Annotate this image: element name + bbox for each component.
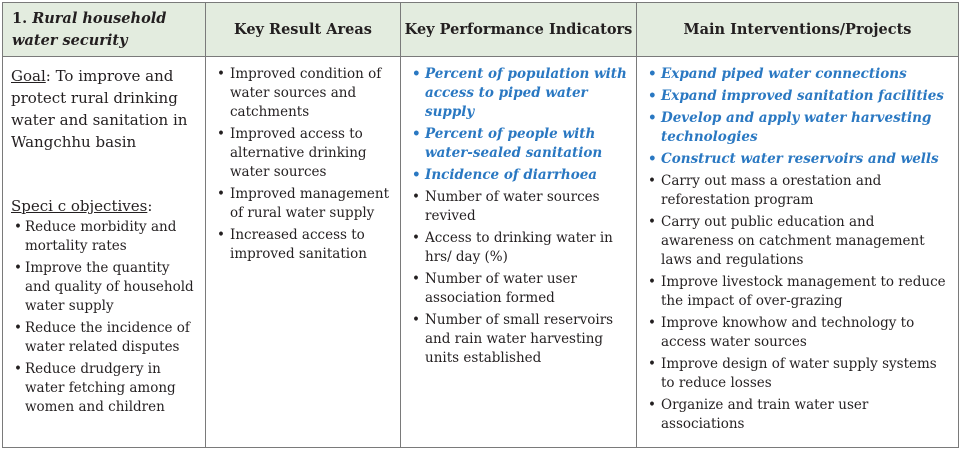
- list-item: Reduce the incidence of water related di…: [11, 319, 197, 357]
- key-result-areas-cell: Improved condition of water sources and …: [205, 56, 401, 448]
- goal-text: : To improve and protect rural drinking …: [11, 67, 188, 151]
- list-item: Improved condition of water sources and …: [214, 65, 392, 122]
- specific-objectives-heading: Speci c objectives:: [11, 197, 197, 216]
- goal-cell: Goal: To improve and protect rural drink…: [2, 56, 206, 448]
- header-row: 1. Rural household water security Key Re…: [2, 2, 959, 57]
- interventions-list: Expand piped water connections Expand imp…: [645, 65, 950, 434]
- list-item: Improved management of rural water suppl…: [214, 185, 392, 223]
- list-item: Expand improved sanitation facilities: [645, 87, 950, 106]
- colon: :: [147, 197, 153, 215]
- list-item: Number of small reservoirs and rain wate…: [409, 311, 628, 368]
- list-item: Improve knowhow and technology to access…: [645, 314, 950, 352]
- section-title-header: 1. Rural household water security: [2, 2, 206, 57]
- list-item: Incidence of diarrhoea: [409, 166, 628, 185]
- list-item: Organize and train water user associatio…: [645, 396, 950, 434]
- list-item: Number of water sources revived: [409, 188, 628, 226]
- list-item: Improve livestock management to reduce t…: [645, 273, 950, 311]
- key-result-areas-list: Improved condition of water sources and …: [214, 65, 392, 264]
- list-item: Reduce drudgery in water fetching among …: [11, 360, 197, 417]
- list-item: Improve the quantity and quality of hous…: [11, 259, 197, 316]
- list-item: Develop and apply water harvesting techn…: [645, 109, 950, 147]
- list-item: Access to drinking water in hrs/ day (%): [409, 229, 628, 267]
- list-item: Expand piped water connections: [645, 65, 950, 84]
- section-title: Rural household water security: [12, 9, 167, 49]
- kpi-cell: Percent of population with access to pip…: [400, 56, 637, 448]
- list-item: Reduce morbidity and mortality rates: [11, 218, 197, 256]
- list-item: Improve design of water supply systems t…: [645, 355, 950, 393]
- list-item: Carry out mass a orestation and reforest…: [645, 172, 950, 210]
- specific-objectives-label: Speci c objectives: [11, 197, 148, 215]
- list-item: Percent of population with access to pip…: [409, 65, 628, 122]
- list-item: Number of water user association formed: [409, 270, 628, 308]
- kpi-list: Percent of population with access to pip…: [409, 65, 628, 368]
- kpi-header: Key Performance Indicators: [400, 2, 637, 57]
- list-item: Increased access to improved sanitation: [214, 226, 392, 264]
- interventions-cell: Expand piped water connections Expand imp…: [636, 56, 959, 448]
- goal: Goal: To improve and protect rural drink…: [11, 65, 197, 153]
- goal-label: Goal: [11, 67, 46, 85]
- list-item: Construct water reservoirs and wells: [645, 150, 950, 169]
- list-item: Improved access to alternative drinking …: [214, 125, 392, 182]
- body-row: Goal: To improve and protect rural drink…: [2, 56, 959, 448]
- objectives-list: Reduce morbidity and mortality ratesImpr…: [11, 218, 197, 417]
- interventions-header: Main Interventions/Projects: [636, 2, 959, 57]
- section-number: 1.: [12, 9, 28, 27]
- list-item: Percent of people with water-sealed sani…: [409, 125, 628, 163]
- list-item: Carry out public education and awareness…: [645, 213, 950, 270]
- key-result-areas-header: Key Result Areas: [205, 2, 401, 57]
